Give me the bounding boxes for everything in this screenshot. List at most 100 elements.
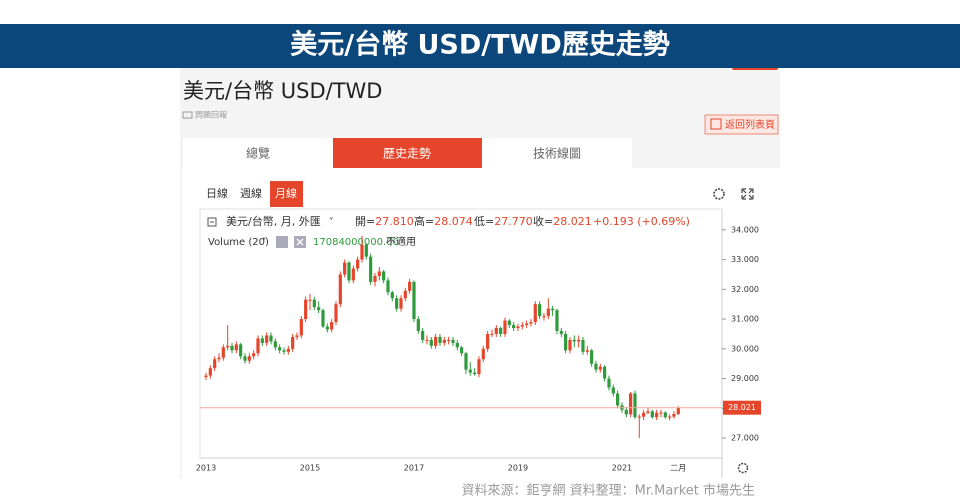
legend-value: 28.021 [553, 215, 592, 228]
candle-body [382, 271, 386, 281]
candle-body [226, 345, 230, 348]
candle-body [369, 256, 373, 282]
legend-value: 28.074 [434, 215, 473, 228]
candle-body [412, 281, 416, 320]
candle-body [438, 336, 442, 343]
candle-body [499, 327, 503, 334]
candle-body [360, 244, 364, 260]
volume-label: Volume (20) [208, 237, 269, 248]
candle-body [542, 316, 546, 318]
candle-body [568, 339, 572, 351]
tab-label: 歷史走勢 [383, 146, 431, 161]
candle-body [312, 299, 316, 308]
candle-body [286, 348, 290, 352]
footer-source: 資料來源：鉅亨網 資料整理：Mr.Market 市場先生 [462, 483, 755, 499]
volume-caret[interactable]: ˅ [262, 238, 267, 248]
candle-body [334, 304, 338, 323]
candle-body [442, 339, 446, 343]
candle-body [676, 407, 680, 414]
interval[interactable]: 月線 [275, 186, 297, 200]
candle-body [221, 347, 225, 358]
candle-body [520, 325, 524, 327]
price-label: 28.021 [728, 403, 756, 412]
candle-body [321, 310, 325, 327]
tab[interactable] [183, 138, 333, 168]
candle-body [646, 411, 650, 413]
candle-body [663, 412, 667, 418]
interval[interactable]: 週線 [240, 186, 262, 200]
candle-body [377, 271, 381, 276]
candle-body [425, 339, 429, 341]
candle-body [607, 378, 611, 388]
candle-body [239, 344, 243, 357]
y-tick-label: 29.000 [731, 374, 759, 383]
candle-body [594, 363, 598, 370]
legend-low: 低=27.770 [474, 215, 533, 228]
candle-body [317, 307, 321, 311]
candle-body [386, 280, 390, 293]
y-tick-label: 34.000 [731, 225, 759, 234]
candle-body [464, 353, 468, 370]
candle-body [390, 292, 394, 299]
volume-value: 17084000000.00 [313, 237, 399, 248]
candle-body [494, 327, 498, 334]
candle-body [204, 375, 208, 378]
axis-settings[interactable] [737, 462, 749, 474]
candle-body [512, 325, 516, 328]
volume-settings[interactable] [276, 236, 288, 248]
candle-body [473, 372, 477, 375]
legend-high: 高=28.074 [414, 214, 473, 228]
close-cross [296, 238, 304, 246]
candle-body [347, 262, 351, 281]
candle-body [213, 359, 217, 369]
candle-body [642, 412, 646, 417]
back-icon [710, 118, 722, 130]
chart-panel [182, 168, 780, 478]
candle-body [533, 304, 537, 323]
candle-body [230, 345, 234, 351]
y-tick-label: 27.000 [731, 434, 759, 443]
x-tick-label: 2019 [508, 464, 528, 473]
report-link[interactable]: 問題回報 [195, 111, 227, 120]
candle-body [460, 347, 464, 354]
volume-note: 不適用 [386, 235, 416, 248]
candle-body [256, 338, 260, 354]
candle-body [637, 416, 641, 418]
interval[interactable]: 日線 [206, 186, 228, 200]
candle-body [260, 338, 264, 343]
tab-active[interactable] [333, 138, 482, 168]
candle-body [655, 412, 659, 418]
candle-body [399, 298, 403, 309]
banner-title: 美元/台幣 USD/TWD歷史走勢 [290, 29, 670, 61]
candle-body [546, 308, 550, 317]
y-tick-label: 31.000 [731, 315, 759, 324]
candle-body [434, 336, 438, 346]
candle-body [633, 393, 637, 418]
candle-body [525, 323, 529, 326]
candle-body [481, 348, 485, 360]
candle-body [516, 326, 520, 328]
candle-body [243, 356, 247, 361]
candle-body [659, 412, 663, 414]
candle-body [598, 366, 602, 370]
interval-active[interactable] [270, 181, 303, 207]
settings-icon[interactable] [713, 188, 725, 200]
candle-body [252, 353, 256, 357]
candle-body [299, 319, 303, 336]
collapse-icon[interactable] [207, 217, 217, 227]
candle-body [291, 336, 295, 349]
legend-key: 開= [355, 215, 375, 228]
x-tick-label: 2021 [612, 464, 632, 473]
candle-body [668, 416, 672, 418]
tab[interactable] [482, 138, 632, 168]
candle-body [611, 387, 615, 394]
back-button[interactable] [704, 114, 779, 135]
legend-change: +0.193 (+0.69%) [593, 215, 690, 228]
candle-body [421, 330, 425, 340]
candle-body [564, 333, 568, 351]
fullscreen-icon[interactable] [741, 188, 754, 200]
y-tick-label: 32.000 [731, 285, 759, 294]
legend-caret[interactable]: ˅ [329, 218, 334, 228]
candle-body [451, 339, 455, 343]
candle-body [416, 319, 420, 331]
